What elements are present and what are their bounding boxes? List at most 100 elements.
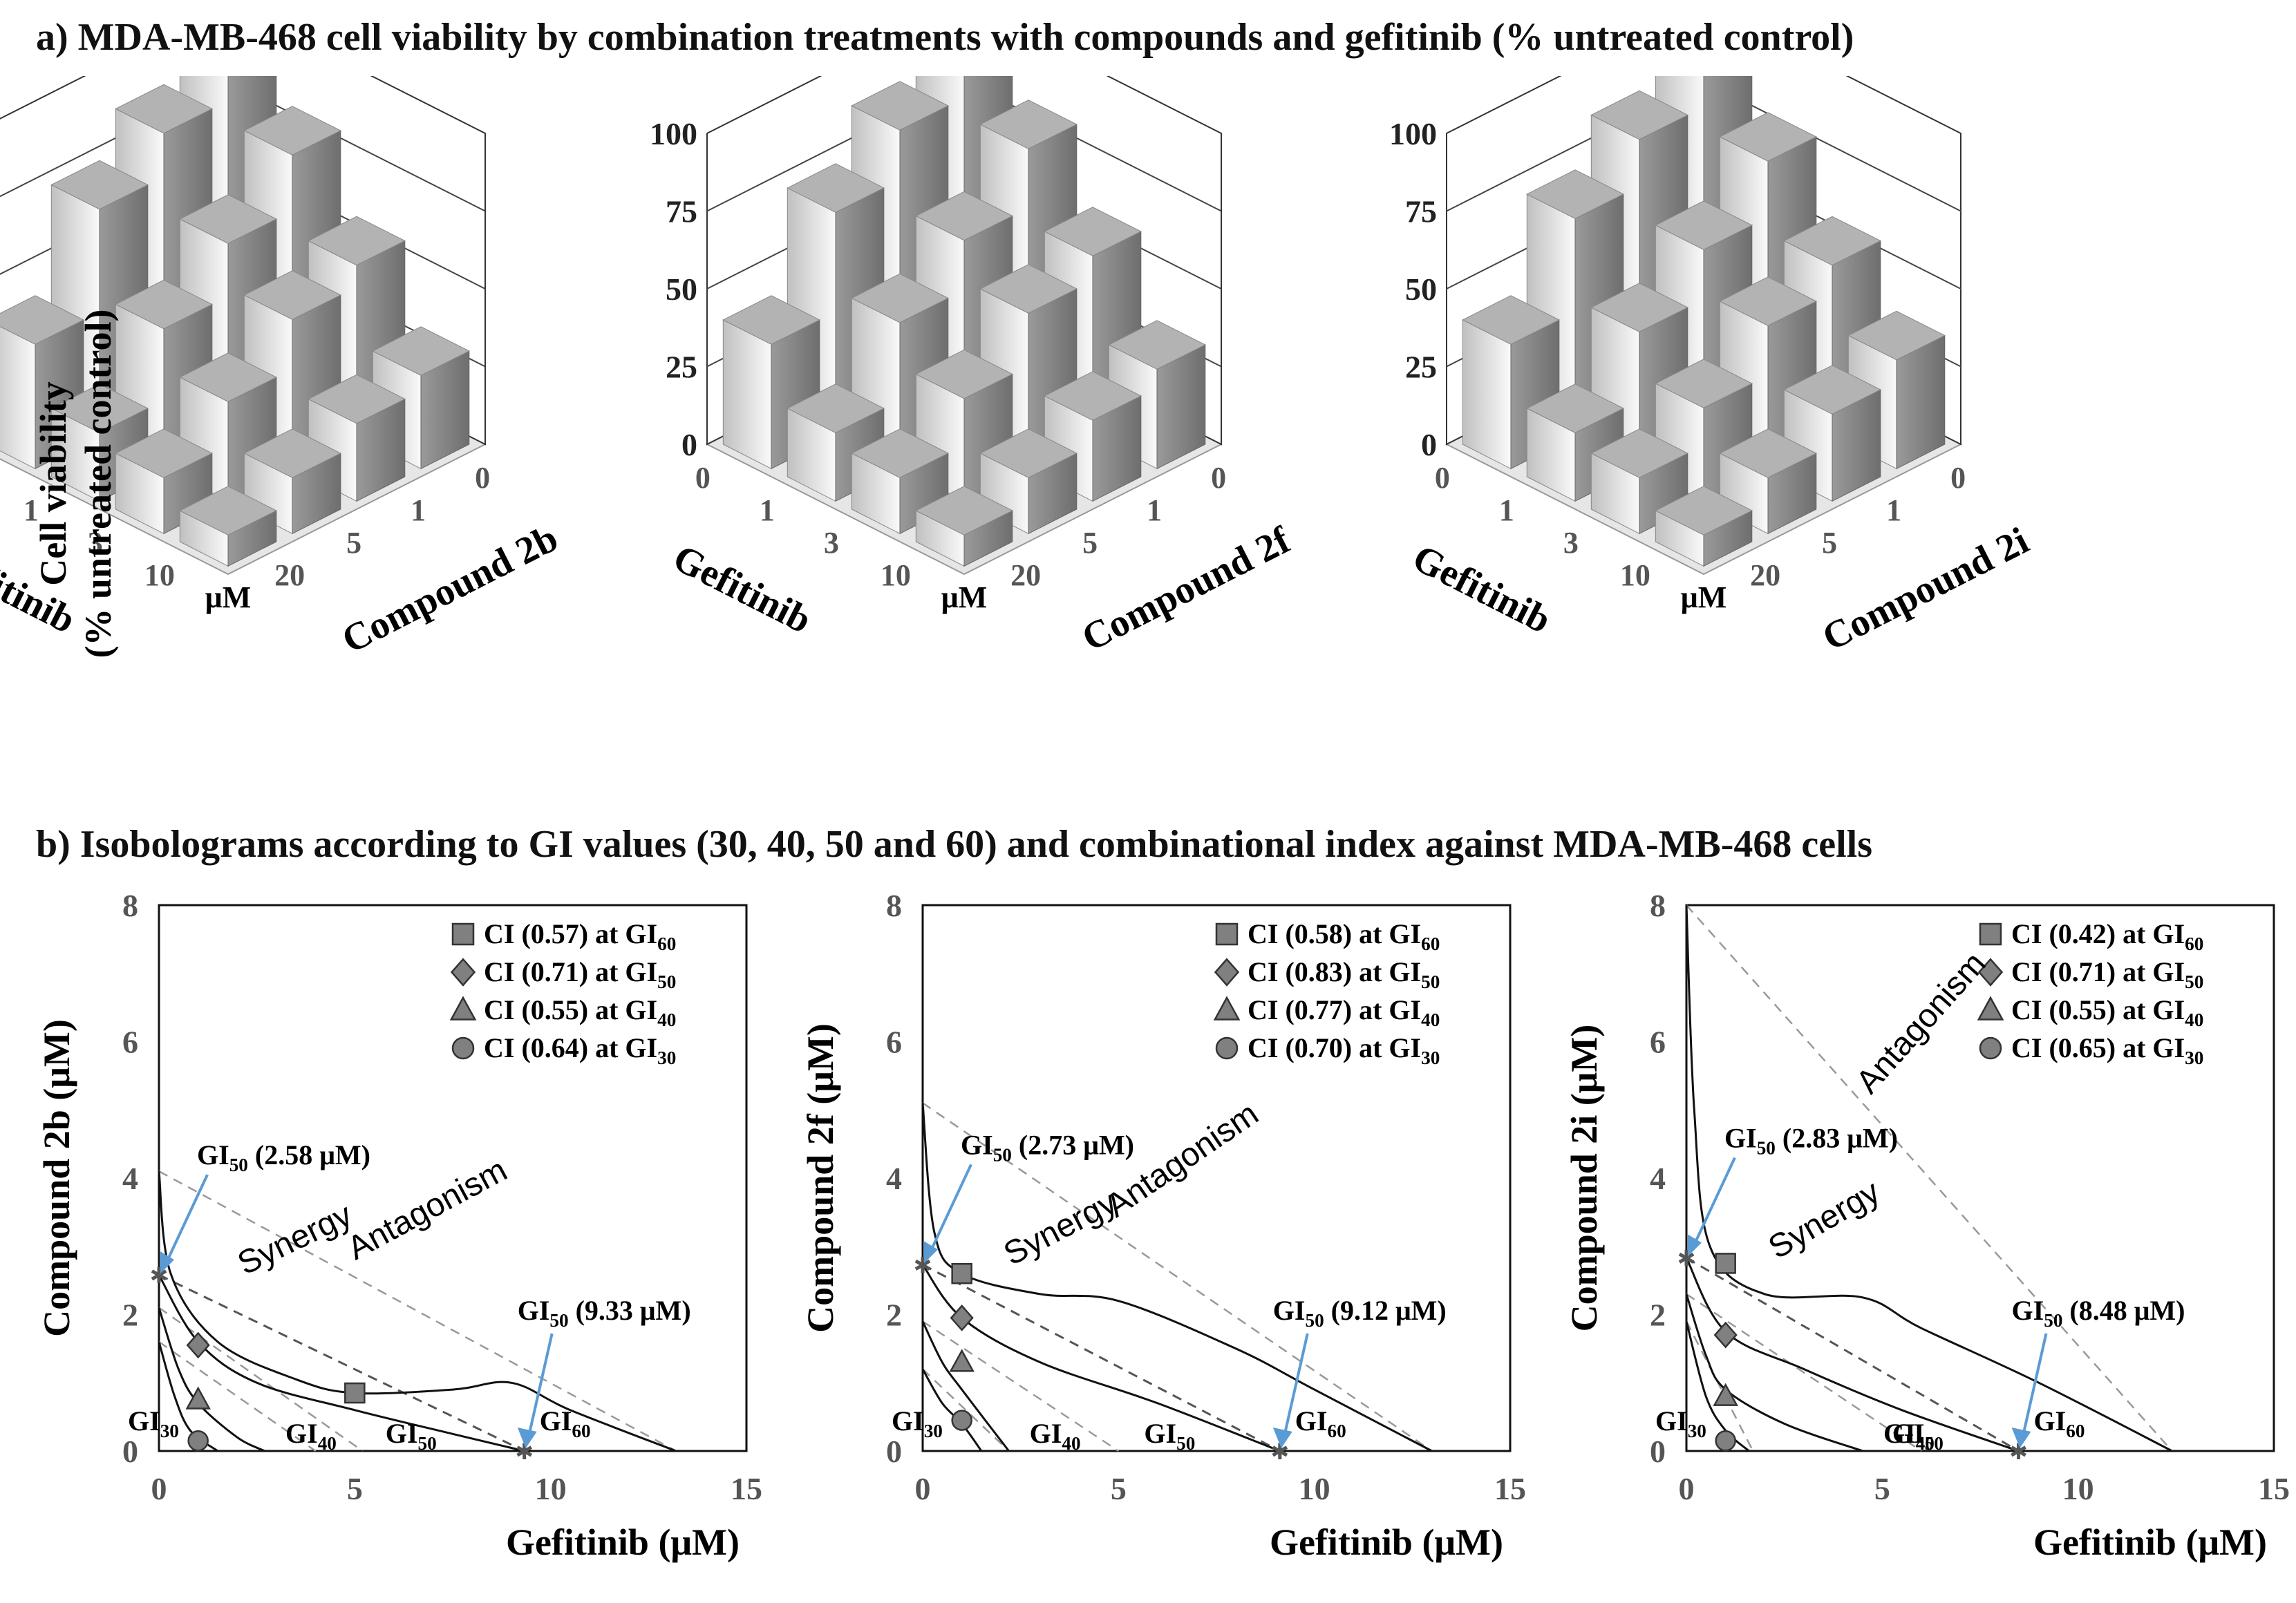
bar-face-left bbox=[1462, 319, 1512, 470]
isobole-gi60 bbox=[921, 1103, 1433, 1452]
curve-label-gi60: GI60 bbox=[1295, 1405, 1346, 1441]
bar-face-top bbox=[851, 273, 949, 323]
compound-tick-label: 1 bbox=[760, 493, 775, 527]
y-tick-label: 8 bbox=[1650, 891, 1666, 923]
x-tick-label: 15 bbox=[1494, 1471, 1526, 1506]
z-tick-label: 25 bbox=[1405, 350, 1437, 385]
bar-face-top bbox=[1719, 276, 1817, 326]
curve-label-gi50: GI50 bbox=[1892, 1418, 1944, 1454]
bar-face-top bbox=[1655, 359, 1753, 408]
bar-face-top bbox=[1590, 283, 1688, 332]
bar-face-top bbox=[308, 216, 406, 266]
gefitinib-axis-title: Gefitinib bbox=[666, 536, 818, 642]
gi50-y-annotation: GI50 (2.58 μM) bbox=[197, 1139, 370, 1175]
marker-circle bbox=[951, 1410, 972, 1431]
gi50-x-arrowhead bbox=[1272, 1427, 1292, 1448]
gefitinib-tick-label: 20 bbox=[1750, 558, 1780, 592]
marker-square bbox=[951, 1263, 972, 1284]
x-axis-title: Gefitinib (μM) bbox=[2033, 1521, 2267, 1563]
legend-label: CI (0.83) at GI50 bbox=[1248, 956, 1440, 992]
y-axis-title: Compound 2i (μM) bbox=[1563, 1025, 1605, 1332]
gi50-x-arrow bbox=[527, 1333, 554, 1438]
bar-face-top bbox=[915, 349, 1013, 399]
bar bbox=[179, 352, 277, 502]
marker-diamond bbox=[950, 1305, 974, 1331]
bar-face-top bbox=[787, 163, 885, 213]
bar-face-top bbox=[915, 486, 1013, 535]
y-axis-title: Compound 2f (μM) bbox=[800, 1023, 841, 1333]
curve-label-gi60: GI60 bbox=[540, 1405, 591, 1441]
compound-tick-label: 3 bbox=[88, 526, 103, 560]
bar-face-top bbox=[243, 428, 341, 478]
marker-triangle bbox=[1977, 996, 2004, 1021]
curve-label-gi30: GI30 bbox=[1655, 1405, 1706, 1441]
isobole-gi30 bbox=[921, 1368, 983, 1452]
z-tick-label: 25 bbox=[666, 350, 697, 385]
x-tick-label: 15 bbox=[2258, 1471, 2290, 1506]
additivity-line-gi40 bbox=[158, 1307, 364, 1452]
bar-face-top bbox=[1590, 90, 1688, 140]
bar-face-top bbox=[372, 326, 470, 376]
legend-label: CI (0.65) at GI30 bbox=[2011, 1032, 2203, 1068]
curve-label-gi40: GI40 bbox=[1030, 1418, 1081, 1454]
bar-face-top bbox=[179, 194, 277, 244]
bar-face-top bbox=[115, 84, 213, 134]
x-tick-label: 10 bbox=[535, 1471, 567, 1506]
bar-face-top bbox=[979, 428, 1078, 478]
gi50-y-annotation: GI50 (2.83 μM) bbox=[1724, 1123, 1898, 1159]
bar-face-top bbox=[979, 99, 1078, 149]
bar-face-top bbox=[915, 191, 1013, 241]
compound-axis-title: Compound 2i bbox=[1816, 519, 2035, 659]
bar-face-top bbox=[722, 295, 820, 345]
additivity-line-gi30 bbox=[922, 1368, 1010, 1452]
gefitinib-tick-label: 1 bbox=[411, 493, 426, 527]
unit-label: μM bbox=[1681, 580, 1726, 614]
bar-face-top bbox=[1655, 486, 1753, 535]
bar-face-top bbox=[1783, 216, 1881, 266]
bar-face-top bbox=[979, 264, 1078, 314]
legend-label: CI (0.58) at GI60 bbox=[1248, 918, 1440, 954]
additivity-line-gi40 bbox=[922, 1320, 1120, 1452]
gefitinib-axis-title: Gefitinib bbox=[1406, 536, 1557, 642]
bar-face-top bbox=[1044, 371, 1142, 421]
marker-triangle bbox=[1213, 996, 1241, 1021]
y-tick-label: 0 bbox=[122, 1434, 138, 1469]
marker-circle bbox=[451, 1036, 475, 1060]
bar-face-top bbox=[115, 428, 213, 478]
marker-diamond bbox=[1713, 1321, 1738, 1349]
gi50-y-arrowhead bbox=[160, 1251, 174, 1274]
isobologram-1: 0 2 4 6 8 0 5 10 15 Gefitinib (μM) Compound 2b (μM… bbox=[36, 891, 762, 1563]
bar-face-top bbox=[50, 160, 149, 210]
y-tick-label: 6 bbox=[122, 1025, 138, 1060]
y-axis-title: Compound 2b (μM) bbox=[36, 1019, 77, 1337]
compound-tick-label: 10 bbox=[1620, 558, 1650, 592]
marker-circle bbox=[1715, 1430, 1736, 1452]
gefitinib-tick-label: 1 bbox=[1886, 493, 1901, 527]
gefitinib-tick-label: 0 bbox=[1950, 461, 1966, 495]
y-tick-label: 4 bbox=[886, 1161, 902, 1196]
legend-label: CI (0.77) at GI40 bbox=[1248, 994, 1440, 1030]
y-tick-label: 6 bbox=[1650, 1025, 1666, 1060]
y-tick-label: 0 bbox=[886, 1434, 902, 1469]
compound-axis-title: Compound 2b bbox=[335, 517, 565, 662]
bar-face-top bbox=[1590, 428, 1688, 478]
z-tick-label: 0 bbox=[681, 427, 697, 462]
curve-label-gi40: GI40 bbox=[285, 1418, 337, 1454]
legend-label: CI (0.71) at GI50 bbox=[484, 956, 676, 992]
x-tick-label: 10 bbox=[2062, 1471, 2094, 1506]
marker-circle bbox=[187, 1430, 209, 1452]
isobologram-3: 0 2 4 6 8 0 5 10 15 Gefitinib (μM) Compound 2i (μM… bbox=[1563, 891, 2290, 1563]
y-tick-label: 2 bbox=[122, 1298, 138, 1333]
x-axis-title: Gefitinib (μM) bbox=[506, 1521, 740, 1563]
additivity-line-gi50 bbox=[1686, 1257, 2020, 1452]
unit-label: μM bbox=[205, 580, 251, 614]
curve-label-gi50: GI50 bbox=[386, 1418, 437, 1454]
viability-axis-subtitle: (% untreated control) bbox=[77, 310, 119, 658]
additivity-line-gi30 bbox=[1685, 1320, 1754, 1452]
gefitinib-tick-label: 0 bbox=[475, 461, 490, 495]
marker-square bbox=[1215, 922, 1239, 946]
gi50-x-arrow bbox=[1282, 1333, 1309, 1438]
section-b-title: b) Isobolograms according to GI values (… bbox=[36, 823, 1872, 866]
z-tick-label: 50 bbox=[1405, 272, 1437, 307]
bar-face-top bbox=[0, 295, 84, 345]
